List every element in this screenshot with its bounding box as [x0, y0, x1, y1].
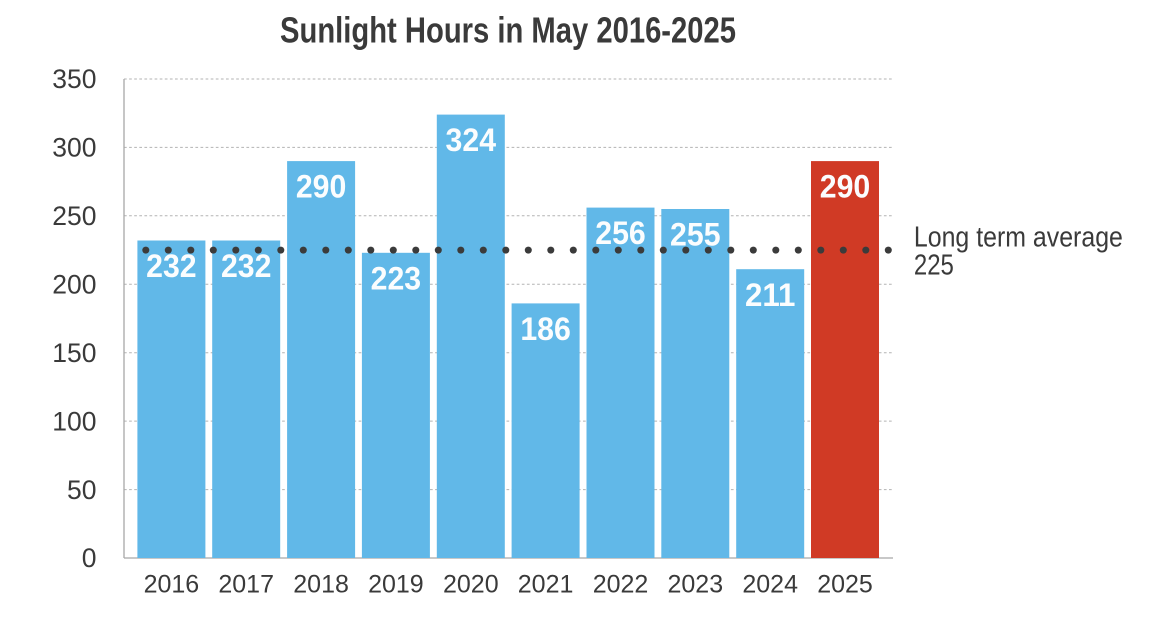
svg-text:200: 200 — [52, 270, 96, 300]
svg-text:186: 186 — [520, 311, 571, 347]
svg-text:223: 223 — [371, 260, 422, 296]
svg-text:2023: 2023 — [667, 571, 723, 599]
svg-text:Long term average: Long term average — [914, 221, 1123, 253]
svg-text:Sunlight Hours in May 2016-202: Sunlight Hours in May 2016-2025 — [280, 10, 736, 51]
svg-text:0: 0 — [82, 543, 97, 573]
svg-text:2021: 2021 — [518, 571, 574, 599]
svg-text:2018: 2018 — [293, 571, 349, 599]
svg-text:290: 290 — [820, 169, 871, 205]
svg-text:300: 300 — [52, 133, 96, 163]
svg-text:100: 100 — [52, 406, 96, 436]
svg-text:232: 232 — [221, 248, 272, 284]
svg-text:250: 250 — [52, 201, 96, 231]
svg-text:290: 290 — [296, 169, 347, 205]
svg-text:225: 225 — [914, 250, 954, 282]
svg-text:2022: 2022 — [593, 571, 649, 599]
svg-text:324: 324 — [446, 122, 497, 158]
svg-text:2020: 2020 — [443, 571, 499, 599]
svg-text:2016: 2016 — [144, 571, 200, 599]
svg-text:256: 256 — [595, 215, 646, 251]
svg-text:211: 211 — [745, 277, 796, 313]
svg-text:2025: 2025 — [817, 571, 873, 599]
svg-text:2024: 2024 — [742, 571, 798, 599]
svg-text:150: 150 — [52, 338, 96, 368]
svg-text:232: 232 — [146, 248, 197, 284]
svg-text:2017: 2017 — [218, 571, 274, 599]
svg-text:350: 350 — [52, 64, 96, 94]
svg-text:2019: 2019 — [368, 571, 424, 599]
svg-text:255: 255 — [670, 217, 721, 253]
svg-text:50: 50 — [67, 475, 96, 505]
